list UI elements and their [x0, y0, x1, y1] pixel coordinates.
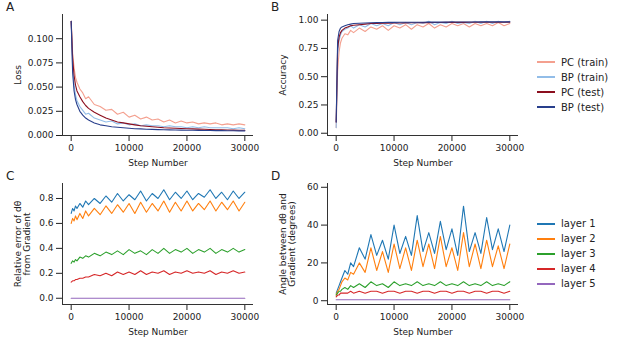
svg-text:0.4: 0.4: [39, 243, 54, 253]
svg-text:Step Number: Step Number: [393, 158, 453, 168]
html-text:layer 5: layer 5: [561, 278, 596, 289]
svg-text:1.00: 1.00: [298, 15, 318, 25]
html-text:PC (train): PC (train): [561, 56, 609, 68]
svg-text:0.75: 0.75: [298, 43, 318, 53]
svg-text:0: 0: [313, 296, 319, 306]
html-text:layer 3: layer 3: [561, 248, 596, 259]
svg-text:Relative error of dθfrom Gradi: Relative error of dθfrom Gradient: [13, 200, 32, 287]
svg-text:0.25: 0.25: [298, 100, 318, 110]
svg-text:20000: 20000: [173, 312, 202, 322]
svg-text:0.8: 0.8: [39, 193, 54, 203]
svg-text:30000: 30000: [230, 312, 259, 322]
svg-text:20000: 20000: [438, 143, 467, 153]
svg-text:0: 0: [333, 143, 339, 153]
svg-text:20000: 20000: [438, 312, 467, 322]
svg-text:10000: 10000: [380, 312, 409, 322]
svg-text:40: 40: [307, 220, 319, 230]
svg-text:0.075: 0.075: [28, 58, 54, 68]
svg-text:0.00: 0.00: [298, 128, 318, 138]
svg-text:0.2: 0.2: [39, 268, 53, 278]
html-text:layer 1: layer 1: [561, 218, 596, 229]
svg-text:30000: 30000: [230, 143, 259, 153]
svg-text:30000: 30000: [495, 143, 524, 153]
html-text:layer 2: layer 2: [561, 233, 596, 244]
html-text:B: B: [271, 0, 280, 14]
svg-text:0.50: 0.50: [298, 72, 318, 82]
svg-text:10000: 10000: [115, 143, 144, 153]
html-text:BP (test): BP (test): [561, 101, 605, 113]
svg-text:Step Number: Step Number: [128, 327, 188, 337]
svg-text:20000: 20000: [173, 143, 202, 153]
html-text:BP (train): BP (train): [561, 71, 609, 83]
svg-text:10000: 10000: [115, 312, 144, 322]
svg-text:0.6: 0.6: [39, 218, 54, 228]
html-text:A: A: [6, 0, 15, 14]
svg-text:0.050: 0.050: [28, 82, 54, 92]
svg-text:Angle between dθ andGradient (: Angle between dθ andGradient (degrees): [278, 193, 297, 294]
svg-text:0: 0: [68, 143, 74, 153]
html-text:C: C: [6, 169, 15, 183]
svg-text:0: 0: [333, 312, 339, 322]
svg-text:0.100: 0.100: [28, 34, 54, 44]
svg-text:Step Number: Step Number: [128, 158, 188, 168]
html-text:D: D: [271, 169, 281, 183]
svg-text:0.025: 0.025: [28, 106, 54, 116]
html-text:PC (test): PC (test): [561, 86, 605, 98]
svg-text:20: 20: [307, 258, 319, 268]
svg-text:0: 0: [68, 312, 74, 322]
svg-text:Step Number: Step Number: [393, 327, 453, 337]
svg-text:0.0: 0.0: [39, 293, 54, 303]
svg-text:Accuracy: Accuracy: [278, 54, 288, 96]
svg-text:0.000: 0.000: [28, 130, 54, 140]
svg-text:60: 60: [307, 182, 319, 192]
svg-text:10000: 10000: [380, 143, 409, 153]
svg-text:30000: 30000: [495, 312, 524, 322]
html-text:layer 4: layer 4: [561, 263, 596, 274]
svg-text:Loss: Loss: [13, 65, 23, 85]
